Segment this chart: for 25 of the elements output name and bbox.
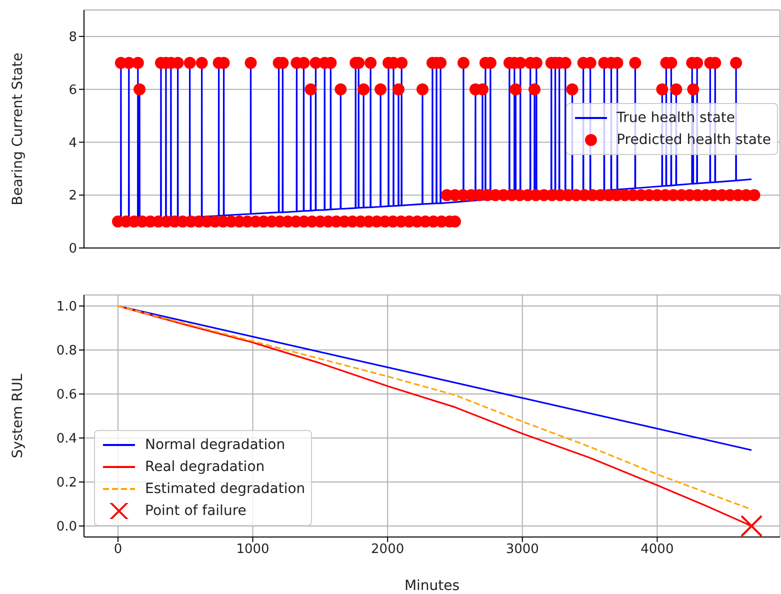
x-tick-label: 4000 — [640, 542, 674, 558]
y-tick-label: 6 — [68, 82, 77, 98]
y-tick-label: 0.8 — [56, 344, 77, 359]
y-tick-label: 1.0 — [56, 300, 77, 315]
legend-label: True health state — [616, 110, 736, 126]
legend-label: Estimated degradation — [145, 481, 306, 497]
x-tick-label: 0 — [114, 542, 122, 558]
legend-label: Real degradation — [145, 459, 265, 475]
x-tick-label: 1000 — [236, 542, 270, 558]
y-tick-label: 0.4 — [56, 432, 77, 447]
x-axis-title: Minutes — [404, 578, 460, 594]
y-tick-label: 8 — [68, 30, 77, 46]
y-tick-label: 0.6 — [56, 388, 77, 403]
x-tick-label: 2000 — [371, 542, 404, 558]
y-tick-label: 2 — [68, 188, 77, 204]
y-tick-label: 0 — [68, 242, 77, 257]
y-tick-label: 0.0 — [56, 520, 77, 535]
y-tick-label: 4 — [68, 136, 77, 151]
y-axis-title: Bearing Current State — [10, 52, 26, 206]
legend-label: Normal degradation — [145, 437, 286, 453]
legend-label: Point of failure — [145, 503, 246, 519]
y-axis-title: System RUL — [10, 374, 26, 458]
x-tick-label: 3000 — [506, 542, 539, 558]
legend-label: Predicted health state — [616, 132, 771, 148]
y-tick-label: 0.2 — [56, 476, 77, 491]
